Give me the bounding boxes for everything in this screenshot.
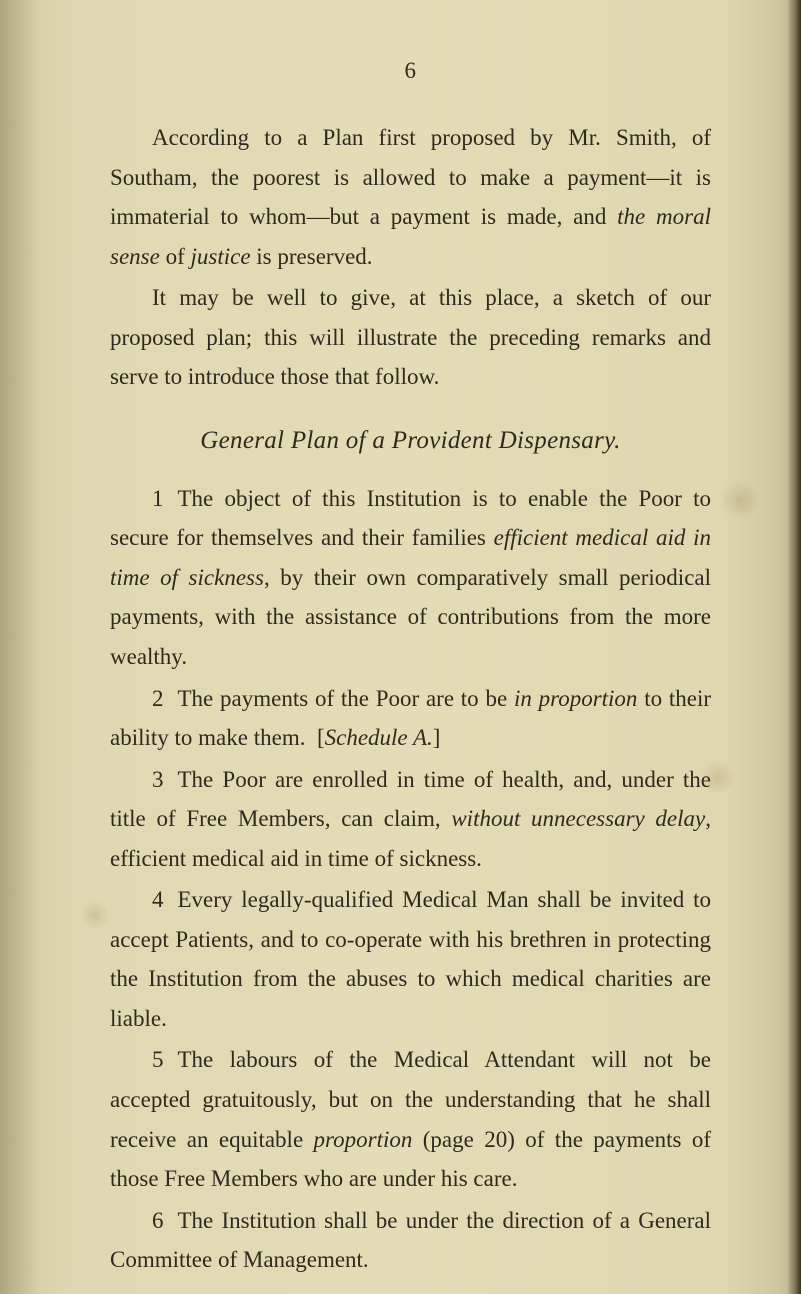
item-6: 6The Institution shall be under the dire…: [110, 1201, 711, 1280]
item-number: 3: [152, 767, 178, 792]
item-3: 3The Poor are enrolled in time of health…: [110, 760, 711, 879]
scanned-page: 6 According to a Plan first proposed by …: [0, 0, 801, 1294]
page-number: 6: [110, 58, 711, 84]
paragraph-2: It may be well to give, at this place, a…: [110, 278, 711, 397]
foxing-spot: [80, 900, 110, 930]
item-2: 2The payments of the Poor are to be in p…: [110, 679, 711, 758]
item-number: 4: [152, 887, 178, 912]
item-1: 1The object of this Institution is to en…: [110, 479, 711, 677]
item-4: 4Every legally-qualified Medical Man sha…: [110, 880, 711, 1038]
foxing-spot: [720, 480, 760, 520]
section-title: General Plan of a Provident Dispensary.: [110, 427, 711, 455]
item-5: 5The labours of the Medical Attendant wi…: [110, 1040, 711, 1198]
item-number: 5: [152, 1047, 178, 1072]
paragraph-1: According to a Plan first proposed by Mr…: [110, 118, 711, 276]
item-number: 6: [152, 1208, 178, 1233]
item-number: 1: [152, 486, 178, 511]
item-number: 2: [152, 686, 178, 711]
